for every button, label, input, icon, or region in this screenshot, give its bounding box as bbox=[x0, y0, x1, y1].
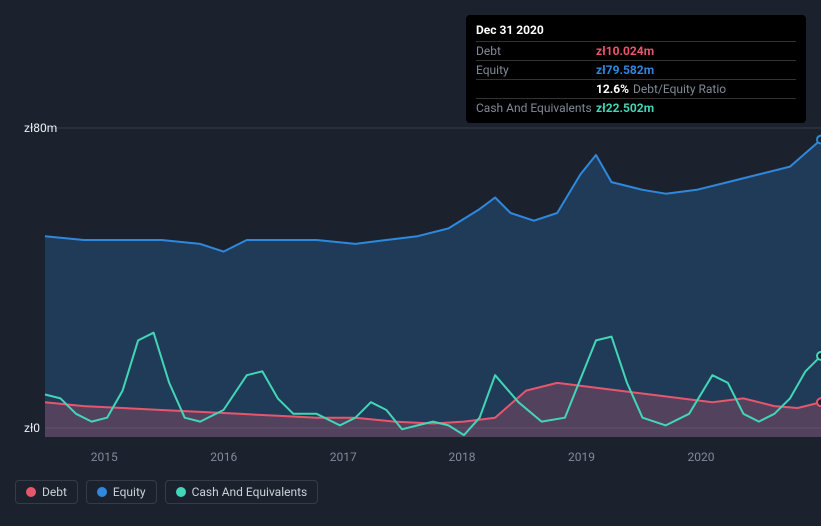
x-axis-tick-label: 2020 bbox=[687, 450, 714, 464]
tooltip-metric-label: Debt bbox=[476, 44, 596, 58]
legend-dot-icon bbox=[176, 487, 186, 497]
tooltip-metric-label: Cash And Equivalents bbox=[476, 101, 596, 115]
y-axis-tick-label: zł80m bbox=[24, 121, 57, 135]
chart-tooltip: Dec 31 2020 Debtzł10.024mEquityzł79.582m… bbox=[466, 15, 806, 123]
y-axis-tick-label: zł0 bbox=[24, 421, 40, 435]
x-axis-tick-label: 2015 bbox=[91, 450, 118, 464]
legend-label: Cash And Equivalents bbox=[192, 485, 308, 499]
legend-dot-icon bbox=[97, 487, 107, 497]
legend-label: Debt bbox=[42, 485, 67, 499]
legend-dot-icon bbox=[26, 487, 36, 497]
legend-label: Equity bbox=[113, 485, 146, 499]
tooltip-row: 12.6% Debt/Equity Ratio bbox=[476, 79, 796, 98]
tooltip-row: Equityzł79.582m bbox=[476, 60, 796, 79]
tooltip-row: Debtzł10.024m bbox=[476, 41, 796, 60]
tooltip-metric-value: zł10.024m bbox=[596, 44, 654, 58]
legend-item-cash[interactable]: Cash And Equivalents bbox=[165, 480, 319, 504]
tooltip-row: Cash And Equivalentszł22.502m bbox=[476, 98, 796, 117]
tooltip-note: Debt/Equity Ratio bbox=[633, 82, 726, 96]
x-axis-tick-label: 2017 bbox=[330, 450, 357, 464]
tooltip-date: Dec 31 2020 bbox=[476, 21, 796, 41]
x-axis-tick-label: 2019 bbox=[568, 450, 595, 464]
chart-legend: Debt Equity Cash And Equivalents bbox=[15, 480, 318, 504]
legend-item-equity[interactable]: Equity bbox=[86, 480, 157, 504]
legend-item-debt[interactable]: Debt bbox=[15, 480, 78, 504]
tooltip-metric-value: 12.6% bbox=[596, 82, 629, 96]
tooltip-metric-label: Equity bbox=[476, 63, 596, 77]
x-axis-tick-label: 2016 bbox=[210, 450, 237, 464]
tooltip-metric-value: zł79.582m bbox=[596, 63, 654, 77]
x-axis-tick-label: 2018 bbox=[448, 450, 475, 464]
tooltip-metric-value: zł22.502m bbox=[596, 101, 654, 115]
tooltip-metric-label bbox=[476, 82, 596, 96]
